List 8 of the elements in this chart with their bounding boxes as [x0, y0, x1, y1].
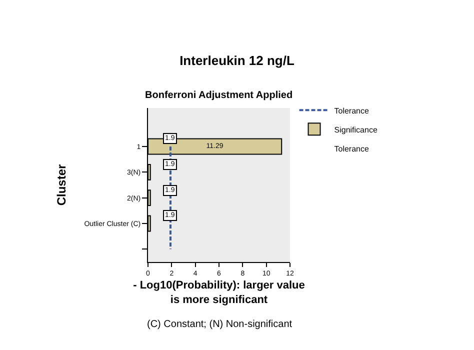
y-axis-title: Cluster	[54, 164, 68, 206]
x-axis-title: - Log10(Probability): larger value is more significant	[133, 280, 305, 306]
legend-label: Tolerance	[334, 106, 370, 116]
chart-title: Interleukin 12 ng/L	[180, 53, 294, 68]
text: Tolerance	[334, 144, 370, 154]
legend-label: Significance	[334, 125, 378, 134]
chart-subtitle: Bonferroni Adjustment Applied	[145, 90, 293, 101]
text: (C) Constant; (N) Non-significant	[147, 319, 292, 330]
